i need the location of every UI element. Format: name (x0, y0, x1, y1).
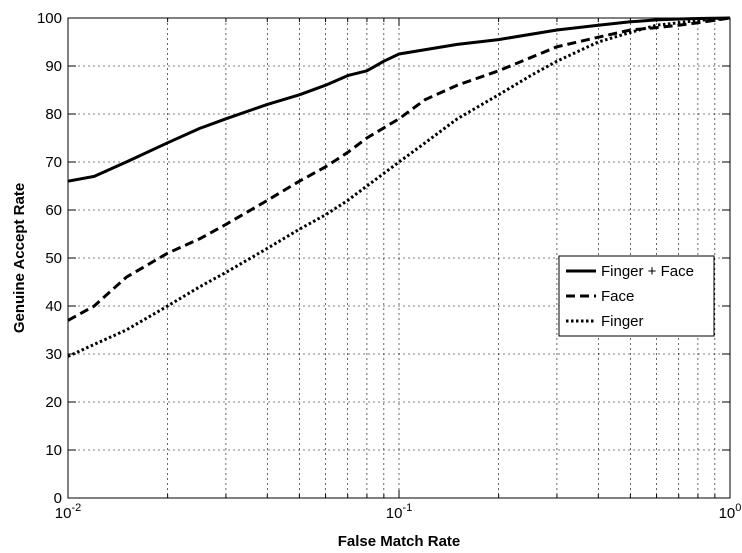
legend-label-finger-face: Finger + Face (601, 263, 694, 280)
x-tick-label: 10-2 (55, 502, 81, 522)
y-tick-label: 100 (37, 10, 62, 27)
x-tick-label: 100 (719, 502, 742, 522)
y-tick-label: 30 (45, 346, 62, 363)
y-tick-label: 90 (45, 58, 62, 75)
y-tick-label: 80 (45, 106, 62, 123)
y-tick-label: 70 (45, 154, 62, 171)
y-tick-label: 60 (45, 202, 62, 219)
y-tick-label: 20 (45, 394, 62, 411)
legend-label-face: Face (601, 288, 634, 305)
series-line-finger (67, 16, 731, 358)
series-layer (67, 16, 731, 358)
y-tick-label: 50 (45, 250, 62, 267)
series-line-finger-face (67, 16, 731, 183)
tick-labels: 0 10 20 30 40 50 60 70 80 90 100 10-2 10-1 100 (37, 10, 741, 522)
x-axis-label: False Match Rate (338, 533, 461, 550)
y-tick-label: 10 (45, 442, 62, 459)
ticks (67, 17, 731, 499)
y-axis-label: Genuine Accept Rate (11, 183, 28, 333)
y-tick-label: 0 (54, 490, 62, 507)
legend: Finger + Face Face Finger (558, 255, 715, 337)
y-tick-label: 40 (45, 298, 62, 315)
legend-label-finger: Finger (601, 313, 644, 330)
x-tick-label: 10-1 (386, 502, 412, 522)
